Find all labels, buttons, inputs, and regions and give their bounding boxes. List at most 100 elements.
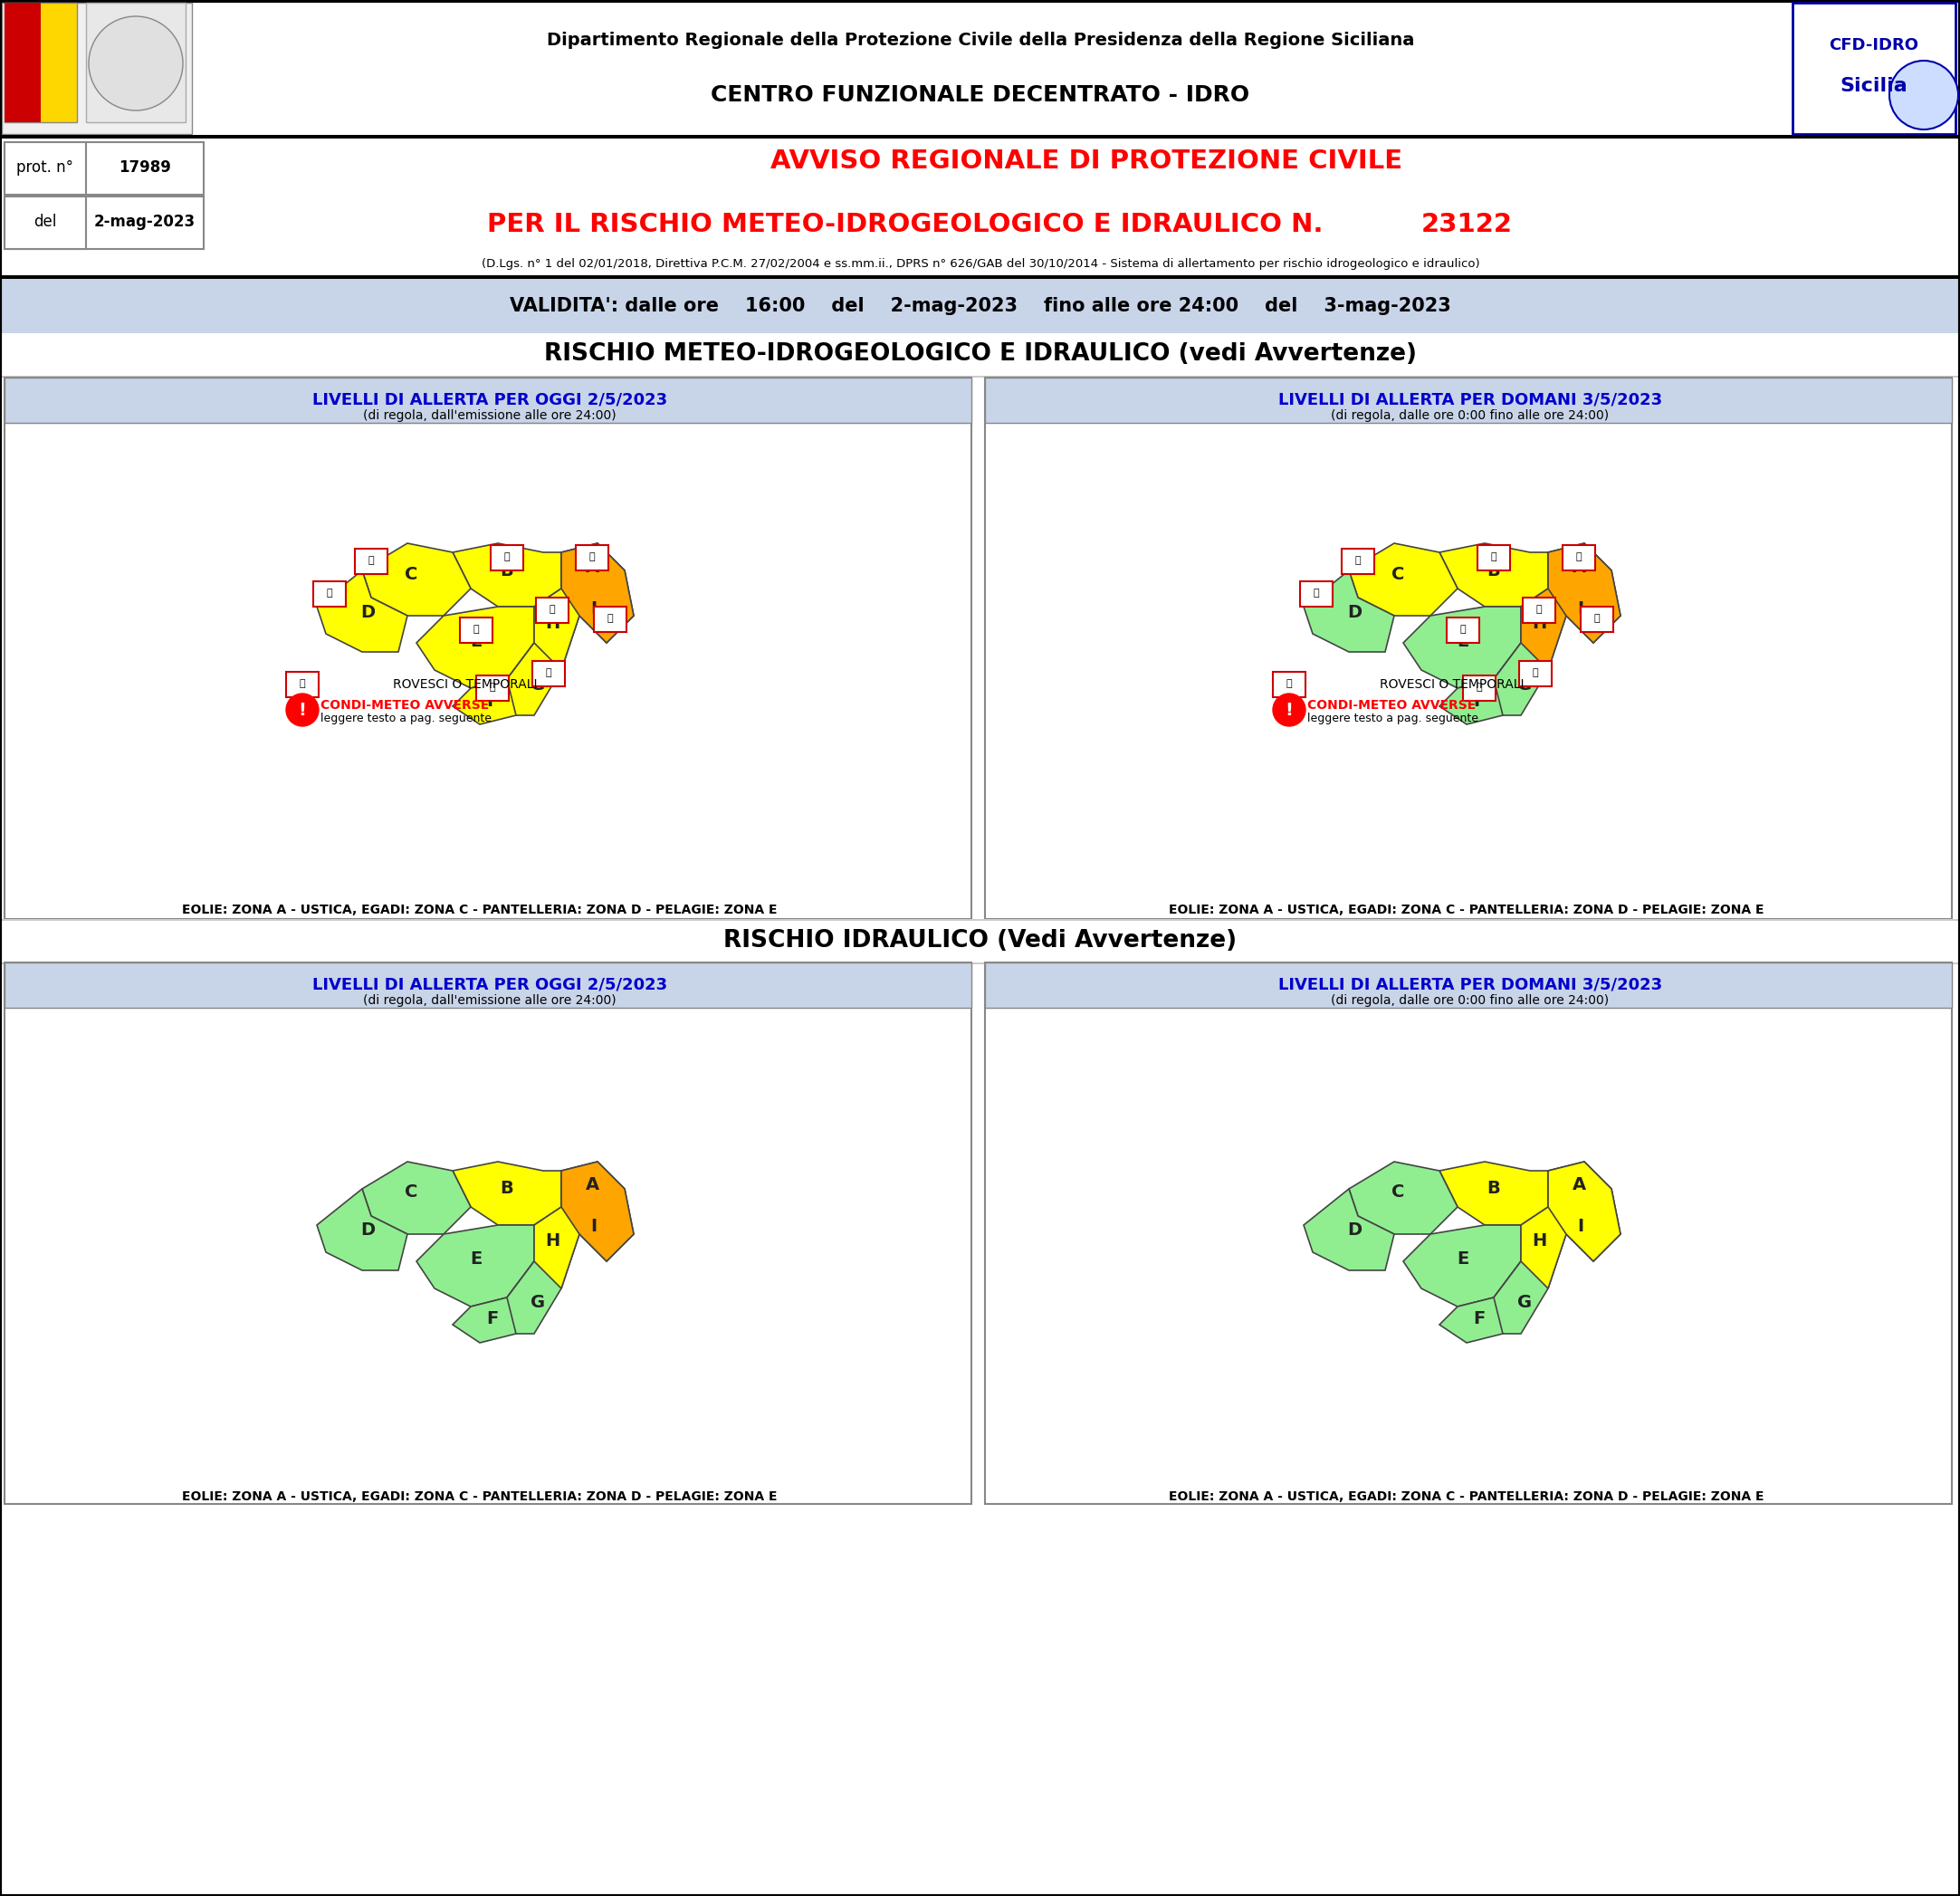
- Text: E: E: [1456, 633, 1468, 650]
- Text: Dipartimento Regionale della Protezione Civile della Presidenza della Regione Si: Dipartimento Regionale della Protezione …: [547, 32, 1415, 49]
- Text: 23122: 23122: [1421, 212, 1513, 237]
- Polygon shape: [416, 1225, 535, 1306]
- Bar: [1519, 662, 1552, 686]
- Bar: [0, 920, 1960, 963]
- Text: E: E: [470, 633, 482, 650]
- Bar: [1446, 618, 1480, 643]
- Bar: [4, 377, 972, 920]
- Text: 🌧: 🌧: [1476, 683, 1482, 692]
- Text: (di regola, dall'emissione alle ore 24:00): (di regola, dall'emissione alle ore 24:0…: [363, 410, 615, 423]
- Polygon shape: [1348, 544, 1458, 616]
- Text: LIVELLI DI ALLERTA PER OGGI 2/5/2023: LIVELLI DI ALLERTA PER OGGI 2/5/2023: [312, 392, 666, 408]
- Polygon shape: [363, 544, 470, 616]
- Polygon shape: [1403, 1225, 1521, 1306]
- Text: I: I: [590, 599, 598, 616]
- Text: A: A: [1572, 1177, 1586, 1194]
- Bar: [1562, 544, 1595, 571]
- Bar: [4, 142, 86, 195]
- Bar: [4, 197, 204, 248]
- Text: C: C: [404, 565, 417, 582]
- Bar: [1793, 2, 1956, 135]
- Text: RISCHIO IDRAULICO (Vedi Avvertenze): RISCHIO IDRAULICO (Vedi Avvertenze): [723, 929, 1237, 952]
- Text: leggere testo a pag. seguente: leggere testo a pag. seguente: [321, 713, 492, 724]
- Text: G: G: [1517, 675, 1533, 694]
- Text: ROVESCI O TEMPORALI: ROVESCI O TEMPORALI: [392, 679, 537, 690]
- Text: E: E: [470, 1251, 482, 1268]
- Text: D: D: [361, 1221, 374, 1240]
- Polygon shape: [453, 1162, 561, 1225]
- Text: EOLIE: ZONA A - USTICA, EGADI: ZONA C - PANTELLERIA: ZONA D - PELAGIE: ZONA E: EOLIE: ZONA A - USTICA, EGADI: ZONA C - …: [182, 1490, 778, 1504]
- Bar: [4, 197, 86, 248]
- Polygon shape: [561, 1162, 633, 1261]
- Text: 2-mag-2023: 2-mag-2023: [94, 214, 196, 229]
- Bar: [86, 2, 186, 121]
- Text: EOLIE: ZONA A - USTICA, EGADI: ZONA C - PANTELLERIA: ZONA D - PELAGIE: ZONA E: EOLIE: ZONA A - USTICA, EGADI: ZONA C - …: [1168, 904, 1764, 916]
- Text: 🌧: 🌧: [327, 588, 333, 597]
- Polygon shape: [561, 544, 633, 643]
- Circle shape: [286, 694, 319, 726]
- Bar: [535, 597, 568, 624]
- Polygon shape: [1521, 552, 1566, 669]
- Polygon shape: [535, 552, 580, 669]
- Bar: [1299, 582, 1333, 607]
- Polygon shape: [561, 544, 633, 643]
- Polygon shape: [1521, 1170, 1566, 1289]
- Polygon shape: [1494, 588, 1566, 715]
- Text: F: F: [1474, 692, 1486, 709]
- Text: 🌧: 🌧: [1537, 605, 1543, 614]
- Text: C: C: [404, 1183, 417, 1200]
- Text: prot. n°: prot. n°: [18, 159, 74, 176]
- Text: B: B: [500, 561, 514, 578]
- Text: 🌧: 🌧: [590, 552, 596, 561]
- Text: D: D: [361, 603, 374, 620]
- Polygon shape: [1348, 1162, 1458, 1234]
- Text: A: A: [1572, 557, 1586, 574]
- Text: 🌧: 🌧: [1286, 679, 1292, 688]
- Bar: [0, 275, 1960, 279]
- Polygon shape: [508, 1208, 580, 1333]
- Polygon shape: [1548, 1162, 1621, 1261]
- Polygon shape: [1439, 1162, 1548, 1225]
- Polygon shape: [453, 544, 561, 607]
- Polygon shape: [1303, 571, 1394, 652]
- Bar: [4, 2, 76, 121]
- Text: 🌧: 🌧: [472, 626, 478, 633]
- Bar: [461, 618, 492, 643]
- Polygon shape: [453, 643, 535, 724]
- Text: !: !: [1286, 702, 1294, 719]
- Bar: [0, 0, 1960, 137]
- Text: 🌧: 🌧: [504, 552, 510, 561]
- Text: G: G: [531, 675, 545, 694]
- Text: LIVELLI DI ALLERTA PER DOMANI 3/5/2023: LIVELLI DI ALLERTA PER DOMANI 3/5/2023: [1278, 392, 1662, 408]
- Text: F: F: [1474, 1310, 1486, 1327]
- Bar: [490, 544, 523, 571]
- Bar: [286, 671, 319, 698]
- Polygon shape: [1403, 607, 1521, 688]
- Text: (di regola, dalle ore 0:00 fino alle ore 24:00): (di regola, dalle ore 0:00 fino alle ore…: [1331, 410, 1609, 423]
- Circle shape: [88, 17, 182, 110]
- Polygon shape: [1439, 1261, 1521, 1342]
- Bar: [594, 607, 627, 631]
- Text: I: I: [1578, 599, 1584, 616]
- Bar: [4, 142, 204, 195]
- Text: CFD-IDRO: CFD-IDRO: [1829, 38, 1919, 53]
- Text: 🌧: 🌧: [1460, 626, 1466, 633]
- Text: 🌧: 🌧: [545, 667, 551, 677]
- Text: LIVELLI DI ALLERTA PER DOMANI 3/5/2023: LIVELLI DI ALLERTA PER DOMANI 3/5/2023: [1278, 976, 1662, 994]
- Bar: [0, 135, 1960, 138]
- Bar: [986, 963, 1952, 1504]
- Text: G: G: [1517, 1295, 1533, 1312]
- Bar: [1478, 544, 1509, 571]
- Text: CONDI-METEO AVVERSE: CONDI-METEO AVVERSE: [1307, 700, 1476, 711]
- Text: F: F: [486, 692, 498, 709]
- Text: E: E: [1456, 1251, 1468, 1268]
- Bar: [533, 662, 564, 686]
- Text: 17989: 17989: [120, 159, 171, 176]
- Text: EOLIE: ZONA A - USTICA, EGADI: ZONA C - PANTELLERIA: ZONA D - PELAGIE: ZONA E: EOLIE: ZONA A - USTICA, EGADI: ZONA C - …: [182, 904, 778, 916]
- Bar: [0, 279, 1960, 334]
- Text: C: C: [1392, 565, 1403, 582]
- Bar: [576, 544, 608, 571]
- Text: 🌧: 🌧: [1354, 556, 1360, 565]
- Text: H: H: [1531, 1232, 1546, 1249]
- Text: (D.Lgs. n° 1 del 02/01/2018, Direttiva P.C.M. 27/02/2004 e ss.mm.ii., DPRS n° 62: (D.Lgs. n° 1 del 02/01/2018, Direttiva P…: [482, 258, 1480, 271]
